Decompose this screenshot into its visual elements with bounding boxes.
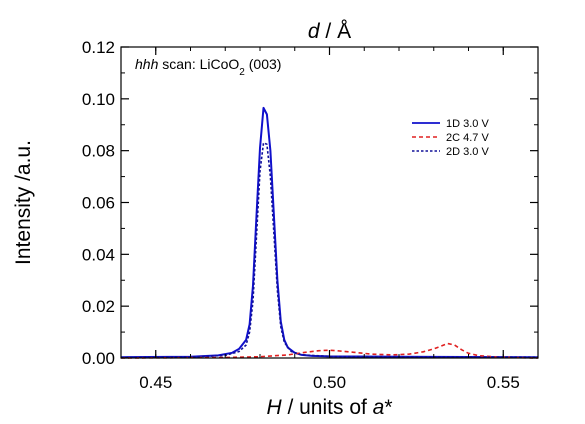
- scan-annotation: hhh scan: LiCoO2 (003): [135, 56, 281, 78]
- top-axis-title: d / Å: [308, 20, 351, 43]
- ticks-layer: [120, 46, 539, 359]
- y-tick-label: 0.06: [82, 194, 115, 213]
- y-axis-title: Intensity /a.u.: [12, 140, 35, 265]
- x-axis-title-mid: / units of: [282, 396, 373, 419]
- legend: 1D 3.0 V 2C 4.7 V 2D 3.0 V: [412, 118, 489, 158]
- legend-label: 2C 4.7 V: [446, 132, 489, 144]
- tick-labels: 0.45 0.50 0.55 0.00 0.02 0.04 0.06 0.08 0.10 0.12: [82, 38, 520, 392]
- x-axis-title: H / units of a*: [266, 396, 392, 419]
- series-line-3: [120, 142, 539, 359]
- y-tick-label: 0.00: [82, 349, 115, 368]
- series-line-2: [120, 342, 539, 359]
- scan-annotation-hhh: hhh: [135, 56, 159, 72]
- plot-frame: [120, 46, 539, 359]
- top-axis-title-var: d: [308, 20, 321, 43]
- x-axis-title-star: *: [384, 396, 392, 419]
- x-axis-title-a: a: [373, 396, 385, 419]
- y-tick-label: 0.02: [82, 297, 115, 316]
- series-layer: [120, 106, 539, 359]
- x-axis-title-var: H: [266, 396, 282, 419]
- x-tick-label: 0.50: [313, 373, 346, 392]
- legend-label: 1D 3.0 V: [446, 118, 489, 130]
- y-tick-label: 0.12: [82, 38, 115, 57]
- scan-annotation-sub: 2: [239, 67, 245, 78]
- top-axis-title-unit: / Å: [320, 20, 352, 43]
- y-tick-label: 0.04: [82, 245, 115, 264]
- scan-annotation-text: scan: LiCoO: [158, 56, 239, 72]
- x-tick-label: 0.45: [139, 373, 172, 392]
- x-tick-label: 0.55: [487, 373, 520, 392]
- scan-annotation-suffix: (003): [245, 56, 282, 72]
- y-tick-label: 0.10: [82, 90, 115, 109]
- y-tick-label: 0.08: [82, 142, 115, 161]
- legend-label: 2D 3.0 V: [446, 146, 489, 158]
